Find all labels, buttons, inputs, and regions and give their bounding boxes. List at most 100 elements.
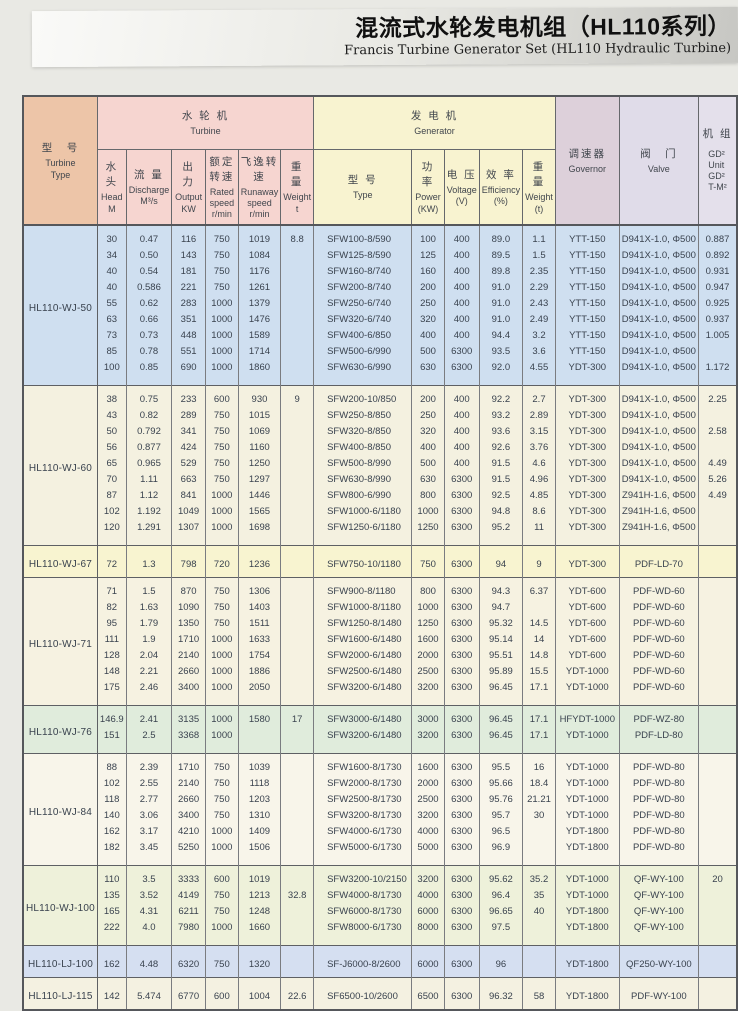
cell: 6300: [443, 647, 480, 663]
cell: 0.877: [125, 439, 173, 455]
cell: 6300: [443, 839, 480, 855]
cell: 102: [96, 775, 127, 791]
cell: D941X-1.0, Φ500: [618, 311, 700, 327]
cell: 750: [204, 791, 239, 807]
spec-row: HL110-WJ-50 30 0.47 116 750 1019 8.8 SFW100-8/5…: [22, 225, 738, 386]
cell: 6300: [443, 359, 480, 375]
cell: YDT-300: [554, 487, 620, 503]
cell: 4.55: [522, 359, 556, 375]
cell: 2050: [237, 679, 282, 695]
spec-row: HL110-LJ-115 142 5.474 6770 600 1004 22.6 SF650…: [22, 977, 738, 1010]
cell: SFW200-10/850: [313, 385, 413, 407]
cell: 6500: [411, 977, 445, 1010]
cell: SFW3200-8/1730: [313, 807, 413, 823]
cell: 6300: [443, 343, 480, 359]
cell: 70: [96, 471, 127, 487]
cell: 4.49: [698, 487, 738, 503]
cell: 1069: [237, 423, 282, 439]
cell: 96.45: [478, 705, 524, 727]
cell: SFW125-8/590: [313, 247, 413, 263]
cell: 1511: [237, 615, 282, 631]
cell: SFW400-8/850: [313, 439, 413, 455]
page-subtitle: Francis Turbine Generator Set (HL110 Hyd…: [344, 40, 732, 58]
cell: YDT-1000: [554, 753, 620, 775]
cell: 750: [204, 279, 239, 295]
cell: SFW500-8/990: [313, 455, 413, 471]
cell: 6300: [443, 663, 480, 679]
model-label: HL110-WJ-84: [22, 753, 98, 866]
cell: [280, 775, 315, 791]
cell: 200: [411, 385, 445, 407]
cell: 5.474: [125, 977, 173, 1010]
model-label: HL110-LJ-115: [22, 977, 98, 1010]
cell: 1714: [237, 343, 282, 359]
cell: 95: [96, 615, 127, 631]
cell: 8.6: [522, 503, 556, 519]
group-spacer: [23, 935, 738, 946]
cell: 400: [443, 247, 480, 263]
cell: 1000: [204, 343, 239, 359]
cell: 6300: [443, 519, 480, 535]
cell: [280, 577, 315, 599]
cell: 116: [171, 225, 206, 247]
cell: 1.192: [125, 503, 173, 519]
cell: 94.4: [478, 327, 524, 343]
cell: 40: [96, 263, 127, 279]
cell: PDF-WD-80: [618, 775, 700, 791]
spec-row: 50 0.792 341 750 1069 SFW320-8/850 320 400 93.6 3…: [23, 423, 738, 439]
cell: PDF-LD-80: [618, 727, 700, 743]
cell: Z941H-1.6, Φ500: [618, 503, 700, 519]
cell: 2.43: [522, 295, 556, 311]
spec-row: 102 1.192 1049 1000 1565 SFW1000-6/1180 1000 63…: [23, 503, 738, 519]
cell: 4.96: [522, 471, 556, 487]
cell: [698, 615, 738, 631]
cell: 146.9: [96, 705, 127, 727]
cell: 1660: [237, 919, 282, 935]
cell: 400: [443, 455, 480, 471]
cell: SFW1250-6/1180: [313, 519, 413, 535]
cell: 800: [411, 577, 445, 599]
spec-row: HL110-WJ-71 71 1.5 870 750 1306 SFW900-8/1180 8…: [22, 577, 738, 706]
cell: 750: [204, 455, 239, 471]
cell: 1213: [237, 887, 282, 903]
cell: 2.04: [125, 647, 173, 663]
cell: 1.63: [125, 599, 173, 615]
cell: 1306: [237, 577, 282, 599]
spec-row: HL110-WJ-100 110 3.5 3333 600 1019 SFW3200-10/…: [22, 865, 738, 946]
cell: 72: [96, 545, 127, 578]
cell: 92.5: [478, 487, 524, 503]
cell: 3400: [171, 807, 206, 823]
cell: 92.6: [478, 439, 524, 455]
cell: [280, 865, 315, 887]
cell: SFW4000-6/1730: [313, 823, 413, 839]
cell: PDF-WD-80: [618, 839, 700, 855]
cell: [280, 545, 315, 578]
cell: PDF-WZ-80: [618, 705, 700, 727]
cell: [280, 263, 315, 279]
cell: 4.48: [125, 945, 173, 978]
cell: 1589: [237, 327, 282, 343]
cell: 89.5: [478, 247, 524, 263]
cell: 1886: [237, 663, 282, 679]
cell: 283: [171, 295, 206, 311]
cell: 6300: [443, 631, 480, 647]
cell: 20: [698, 865, 738, 887]
cell: SFW2500-6/1480: [313, 663, 413, 679]
cell: 6300: [443, 945, 480, 978]
cell: 400: [443, 439, 480, 455]
cell: 1.005: [698, 327, 738, 343]
spec-row: HL110-WJ-67 72 1.3 798 720 1236 SFW750-10/1180…: [22, 545, 738, 578]
cell: 250: [411, 407, 445, 423]
cell: 0.947: [698, 279, 738, 295]
cell: 0.82: [125, 407, 173, 423]
cell: 2.58: [698, 423, 738, 439]
cell: [522, 823, 556, 839]
spec-row: 95 1.79 1350 750 1511 SFW1250-8/1480 1250 6300 9…: [23, 615, 738, 631]
cell: [280, 311, 315, 327]
cell: 2500: [411, 791, 445, 807]
spec-row: 34 0.50 143 750 1084 SFW125-8/590 125 400 89.5 1.…: [23, 247, 738, 263]
cell: D941X-1.0, Φ500: [618, 359, 700, 375]
cell: 91.0: [478, 311, 524, 327]
cell: 3.45: [125, 839, 173, 855]
cell: 1.3: [125, 545, 173, 578]
